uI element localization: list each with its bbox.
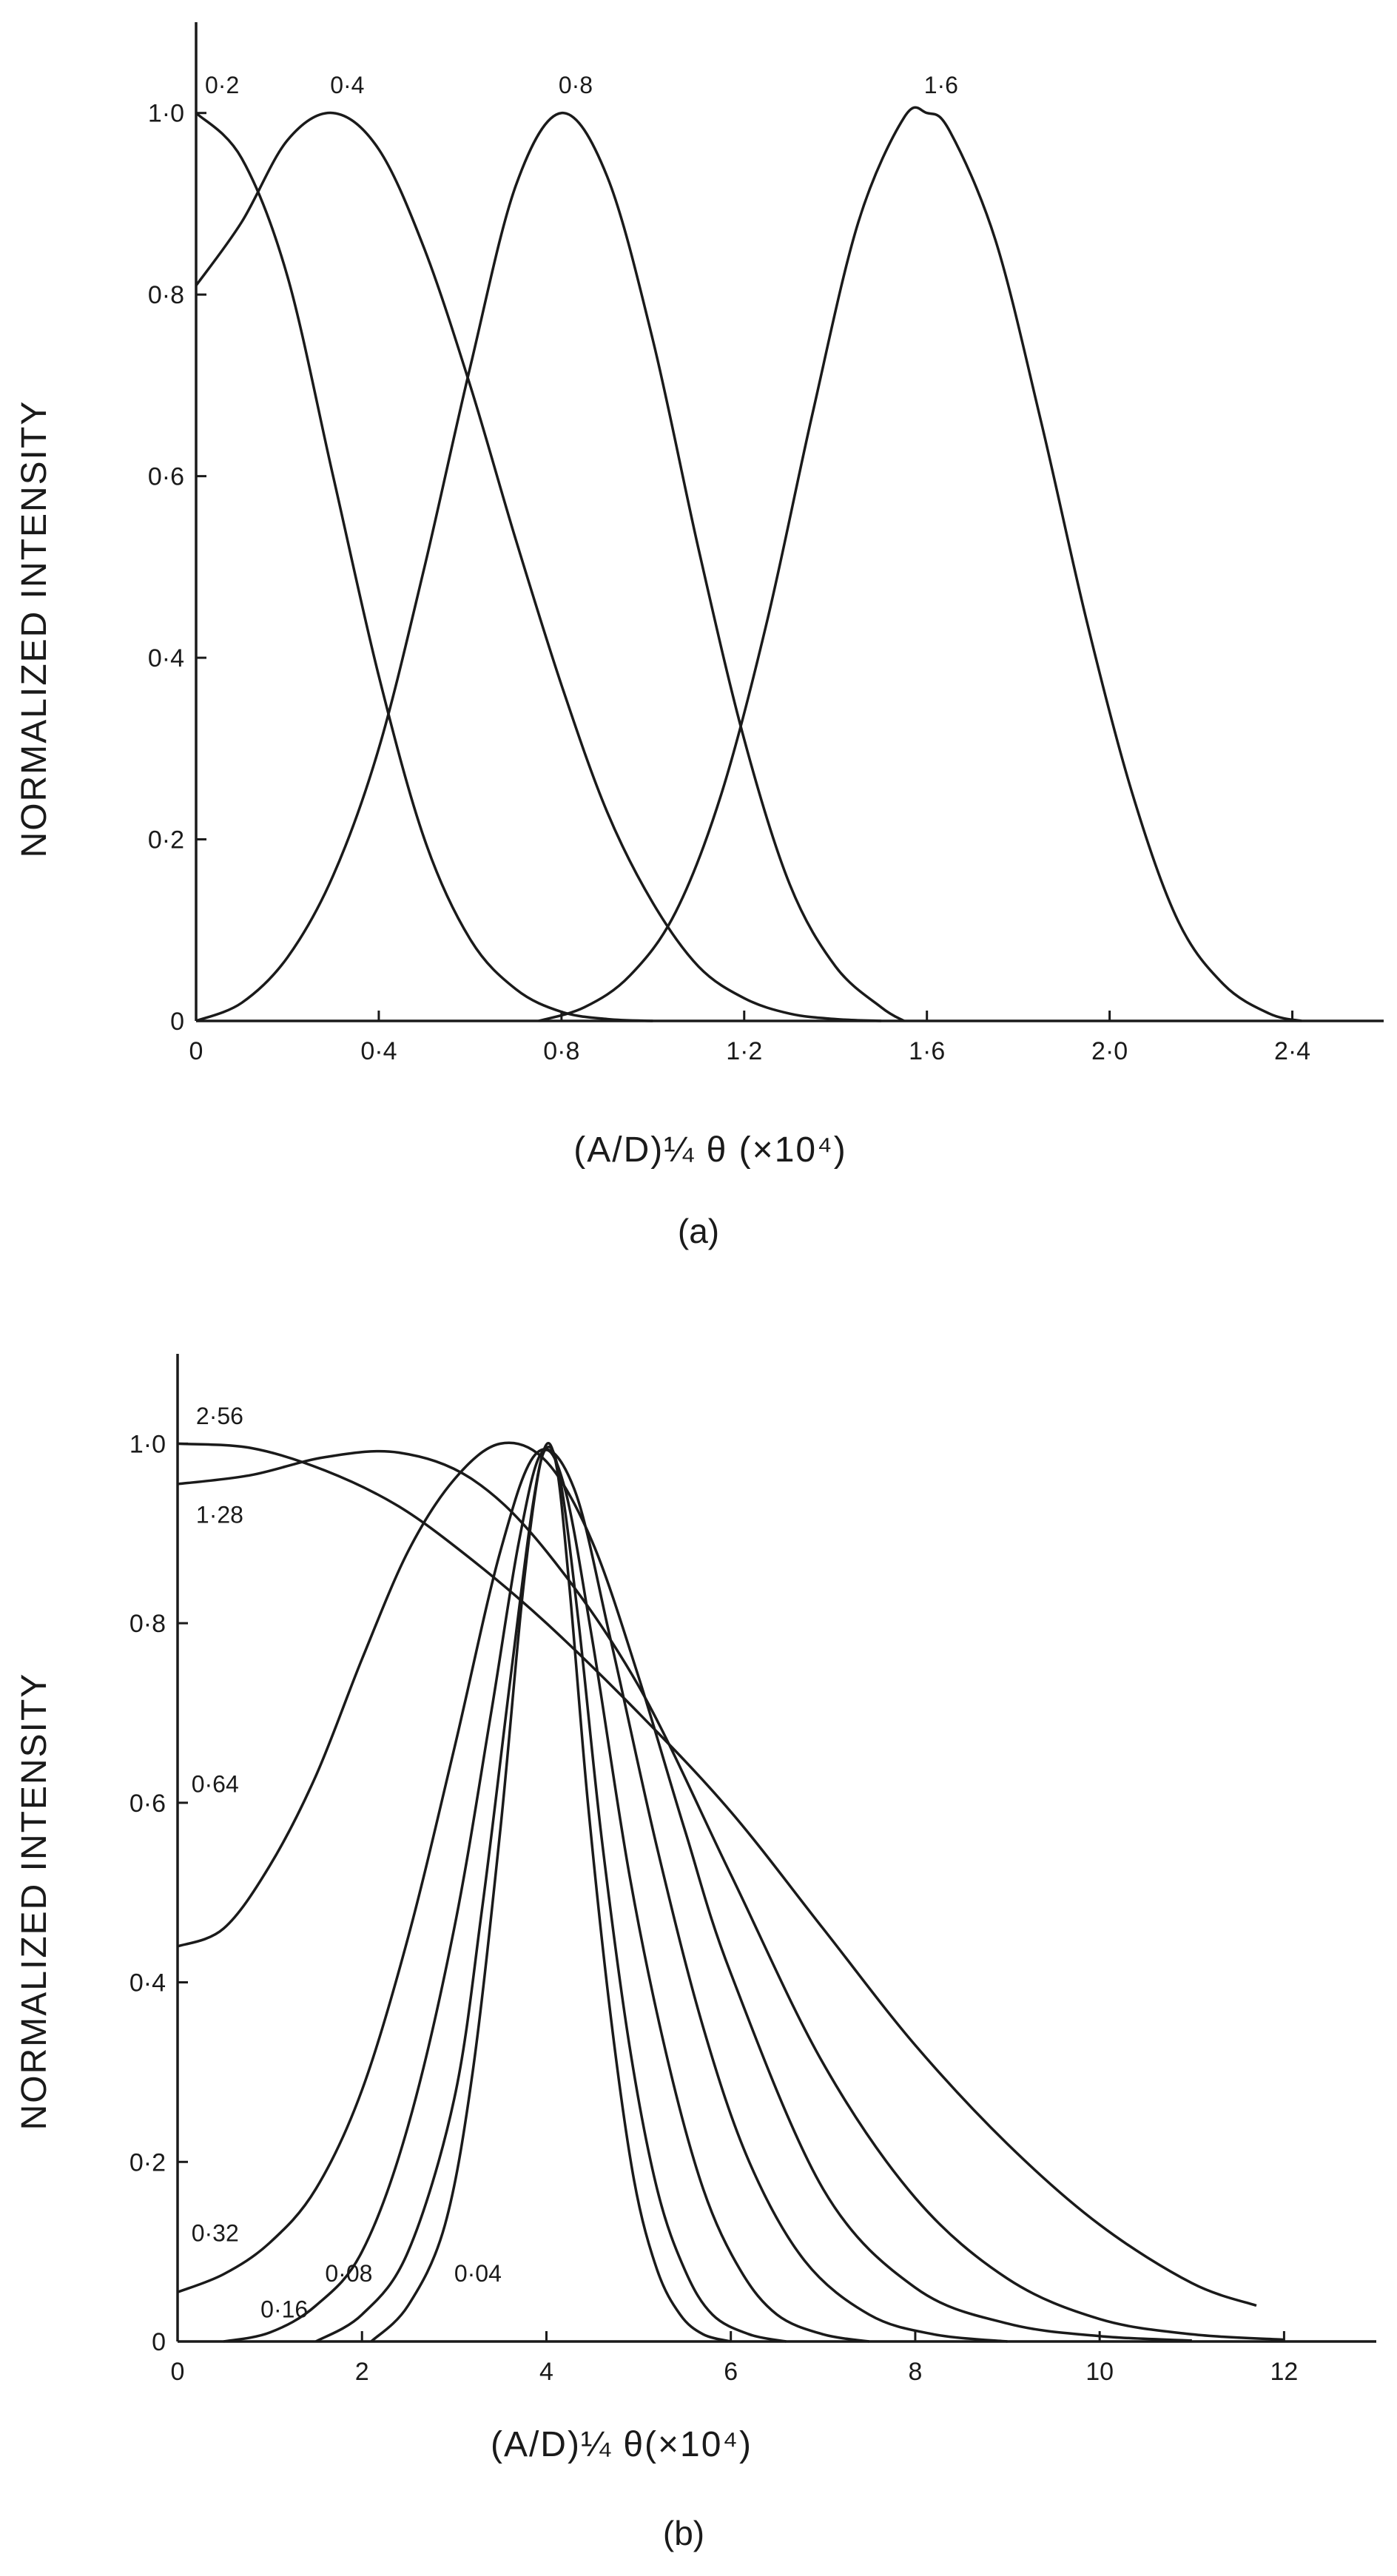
x-tick-label: 1·6 <box>909 1037 945 1065</box>
series-curve-02 <box>195 112 653 1022</box>
x-tick-label: 0 <box>189 1037 203 1065</box>
x-tick-label: 2·0 <box>1091 1037 1128 1065</box>
series-label: 0·04 <box>454 2260 502 2287</box>
curves-a <box>195 106 1302 1022</box>
y-tick-label: 0·2 <box>148 826 184 854</box>
y-tick-label: 1·0 <box>148 100 184 128</box>
series-label: 0·32 <box>192 2219 239 2246</box>
y-tick-label: 0·6 <box>129 1790 166 1818</box>
series-curve-04 <box>195 111 882 1022</box>
series-label: 0·08 <box>325 2260 372 2287</box>
series-label: 0·16 <box>260 2296 308 2323</box>
x-tick-label: 6 <box>724 2358 738 2386</box>
y-tick-label: 0 <box>170 1008 184 1036</box>
series-curve-128 <box>177 1449 1285 2341</box>
x-tick-label: 2 <box>355 2358 369 2386</box>
x-tick-label: 4 <box>539 2358 553 2386</box>
caption-a: (a) <box>678 1212 719 1250</box>
curve-labels-a: 0·2 0·4 0·8 1·6 <box>205 72 958 98</box>
axes-a <box>195 22 1384 1022</box>
x-tick-label: 12 <box>1270 2358 1298 2386</box>
x-tick-label: 0·8 <box>543 1037 579 1065</box>
y-tick-label: 0·8 <box>129 1610 166 1638</box>
series-curve-08 <box>195 111 905 1022</box>
series-label: 2·56 <box>196 1403 243 1429</box>
y-tick-label: 0·6 <box>148 463 184 491</box>
series-label: 0·64 <box>192 1771 239 1798</box>
series-curve-16 <box>538 106 1302 1022</box>
series-label: 0·2 <box>205 72 239 98</box>
series-label: 1·6 <box>924 72 958 98</box>
x-tick-label: 8 <box>908 2358 922 2386</box>
series-curve-008 <box>315 1446 787 2343</box>
x-tick-label: 10 <box>1085 2358 1114 2386</box>
y-tick-label: 1·0 <box>129 1430 166 1458</box>
y-axis-title-b: NORMALIZED INTENSITY <box>15 1673 54 2131</box>
axes-b <box>176 1354 1376 2343</box>
y-tick-label: 0·8 <box>148 281 184 309</box>
chart-panel-b: 0 2 4 6 8 10 12 0 0·2 0·4 0·6 0·8 1·0 2·56 1·28 0·64 0·… <box>15 1354 1376 2552</box>
curves-b <box>177 1441 1285 2343</box>
x-tick-label: 0 <box>171 2358 185 2386</box>
y-tick-label: 0·4 <box>148 644 184 672</box>
x-tick-label: 0·4 <box>360 1037 397 1065</box>
caption-b: (b) <box>663 2514 704 2552</box>
ticks-a: 0 0·4 0·8 1·2 1·6 2·0 2·4 0 0·2 0·4 0·6 0·8 1·0 <box>148 100 1310 1065</box>
series-label: 0·4 <box>330 72 364 98</box>
y-tick-label: 0·4 <box>129 1969 166 1997</box>
series-curve-032 <box>177 1448 1008 2343</box>
series-curve-004 <box>370 1442 732 2343</box>
series-curve-016 <box>223 1449 869 2343</box>
x-axis-title-a: (A/D)¼ θ (×10⁴) <box>573 1130 846 1170</box>
ticks-b: 0 2 4 6 8 10 12 0 0·2 0·4 0·6 0·8 1·0 <box>129 1430 1298 2386</box>
y-tick-label: 0 <box>152 2328 166 2356</box>
x-tick-label: 1·2 <box>726 1037 762 1065</box>
series-label: 0·8 <box>559 72 593 98</box>
y-axis-title-a: NORMALIZED INTENSITY <box>15 400 54 858</box>
chart-panel-a: 0 0·4 0·8 1·2 1·6 2·0 2·400·20·40·60·81·0 0·2 0… <box>15 22 1384 1250</box>
x-axis-title-b: (A/D)¼ θ(×10⁴) <box>491 2425 753 2464</box>
series-curve-064 <box>177 1441 1192 2342</box>
x-tick-label: 2·4 <box>1274 1037 1310 1065</box>
y-tick-label: 0·2 <box>129 2148 166 2177</box>
curve-labels-b: 2·56 1·28 0·64 0·32 0·16 0·08 0·04 <box>192 1403 502 2323</box>
series-curve-256 <box>177 1442 1257 2307</box>
series-label: 1·28 <box>196 1501 243 1528</box>
